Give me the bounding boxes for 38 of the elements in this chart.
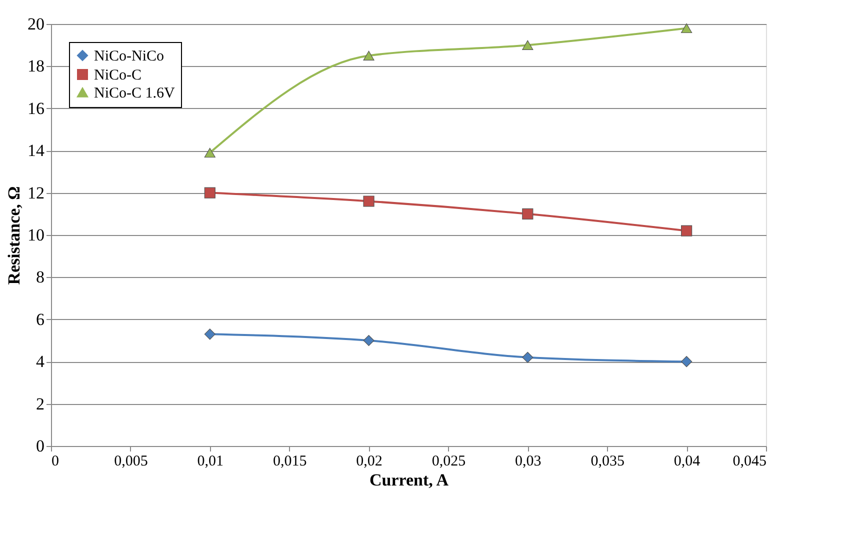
y-tick-label: 0 bbox=[36, 436, 44, 456]
y-axis-title: Resistance, Ω bbox=[4, 186, 24, 285]
x-tick-label: 0,02 bbox=[356, 454, 382, 470]
x-tick-label: 0,04 bbox=[674, 454, 701, 470]
y-tick-label: 10 bbox=[28, 226, 44, 244]
x-tick-label: 0,025 bbox=[432, 454, 466, 470]
y-tick-label: 12 bbox=[28, 183, 44, 202]
y-tick-label: 8 bbox=[36, 268, 44, 287]
legend-label: NiCo-NiCo bbox=[94, 48, 164, 64]
point bbox=[204, 148, 216, 158]
y-tick-label: 18 bbox=[28, 56, 44, 76]
x-tick-label: 0,035 bbox=[590, 454, 624, 470]
point bbox=[522, 40, 534, 50]
x-axis-title: Current, A bbox=[369, 470, 450, 490]
point bbox=[204, 328, 216, 340]
point bbox=[681, 225, 692, 236]
y-tick-label: 16 bbox=[28, 98, 44, 118]
legend-label: NiCo-C 1.6V bbox=[94, 86, 176, 102]
x-tick-label: 0,03 bbox=[515, 454, 542, 470]
x-tick-label: 0 bbox=[52, 454, 59, 470]
x-tick-label: 0,005 bbox=[114, 454, 148, 470]
point bbox=[681, 23, 692, 34]
y-tick-label: 20 bbox=[28, 14, 44, 34]
legend-label: NiCo-C bbox=[94, 68, 142, 84]
point bbox=[204, 187, 216, 198]
x-tick-label: 0,045 bbox=[732, 454, 766, 470]
point bbox=[522, 208, 534, 220]
point bbox=[363, 196, 374, 207]
point bbox=[522, 352, 534, 363]
y-tick-label: 2 bbox=[36, 394, 44, 414]
y-tick-label: 4 bbox=[36, 352, 45, 372]
point bbox=[681, 356, 692, 368]
y-tick-label: 14 bbox=[28, 141, 45, 160]
point bbox=[363, 334, 374, 346]
point bbox=[363, 50, 374, 60]
x-tick-label: 0,015 bbox=[272, 454, 307, 470]
x-tick-label: 0,01 bbox=[197, 454, 224, 470]
y-tick-label: 6 bbox=[36, 310, 44, 329]
